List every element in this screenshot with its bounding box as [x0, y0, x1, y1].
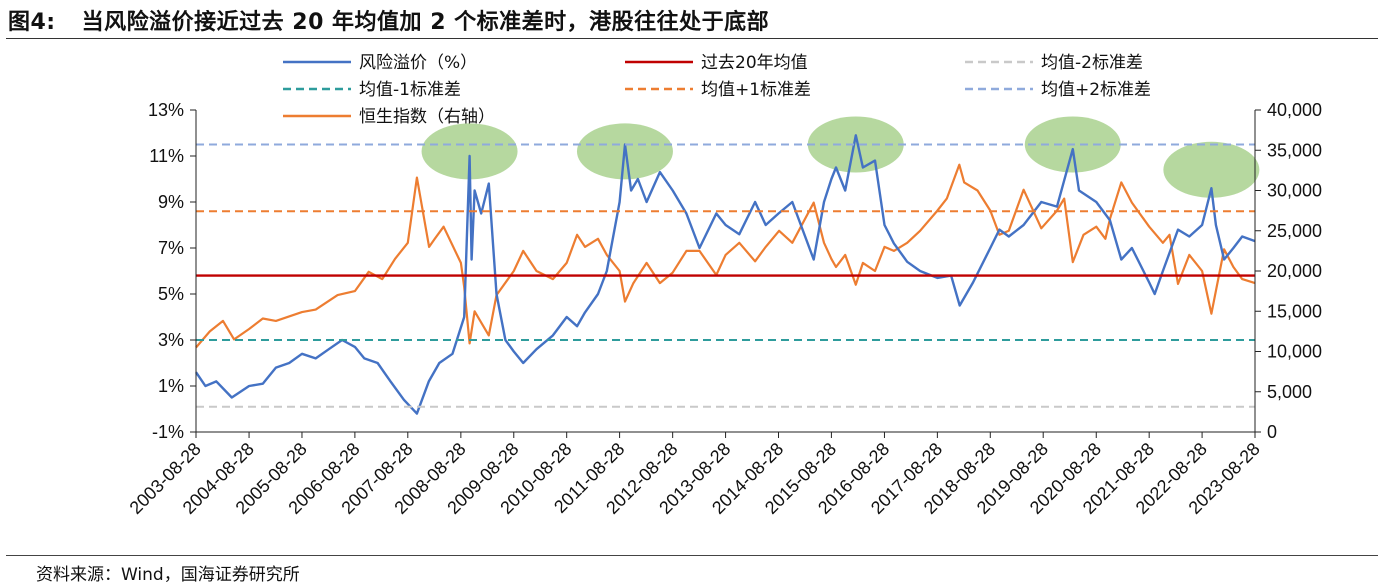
figure-title: 图4: 当风险溢价接近过去 20 年均值加 2 个标准差时，港股往往处于底部	[8, 4, 769, 36]
y2-tick-label: 30,000	[1267, 181, 1322, 201]
series-line-hsi	[195, 163, 1256, 349]
risk-premium-chart: -1% 1% 3% 5% 7% 9% 11% 13% 0 5,000 10,000 15,000 20,…	[126, 53, 1322, 518]
y2-tick-label: 15,000	[1267, 301, 1322, 321]
y-tick-label: -1%	[152, 422, 184, 442]
y-tick-label: 5%	[158, 284, 184, 304]
source-divider	[6, 555, 1378, 556]
highlight-ellipse-5	[1163, 141, 1260, 198]
y-tick-label: 13%	[148, 100, 184, 120]
source-note: 资料来源：Wind，国海证券研究所	[36, 565, 300, 585]
y2-tick-label: 10,000	[1267, 342, 1322, 362]
legend-label: 恒生指数（右轴）	[359, 107, 495, 127]
y2-tick-label: 25,000	[1267, 221, 1322, 241]
highlight-ellipse-1	[421, 123, 518, 180]
legend-label: 风险溢价（%）	[359, 53, 477, 73]
title-divider	[6, 38, 1378, 39]
figure-label: 图4:	[8, 10, 56, 35]
y-tick-label: 7%	[158, 238, 184, 258]
y2-tick-label: 5,000	[1267, 382, 1312, 402]
lines-layer	[195, 134, 1256, 415]
y2-tick-label: 20,000	[1267, 261, 1322, 281]
legend-label: 均值+2标准差	[1041, 80, 1151, 100]
highlight-ellipse-3	[807, 116, 904, 173]
legend-label: 过去20年均值	[701, 53, 808, 73]
legend-label: 均值-1标准差	[359, 80, 461, 100]
y2-tick-label: 40,000	[1267, 100, 1322, 120]
figure-title-text: 当风险溢价接近过去 20 年均值加 2 个标准差时，港股往往处于底部	[81, 10, 770, 35]
highlight-layer	[421, 116, 1260, 198]
legend-label: 均值-2标准差	[1041, 53, 1143, 73]
y-tick-label: 11%	[149, 146, 184, 166]
axes-layer: -1% 1% 3% 5% 7% 9% 11% 13% 0 5,000 10,000 15,000 20,…	[126, 100, 1322, 518]
y-tick-label: 1%	[158, 376, 184, 396]
y2-tick-label: 0	[1267, 422, 1277, 442]
y2-tick-label: 35,000	[1267, 140, 1322, 160]
legend-label: 均值+1标准差	[701, 80, 811, 100]
series-line-risk-premium	[195, 134, 1256, 415]
y-tick-label: 3%	[158, 330, 184, 350]
y-tick-label: 9%	[158, 192, 184, 212]
